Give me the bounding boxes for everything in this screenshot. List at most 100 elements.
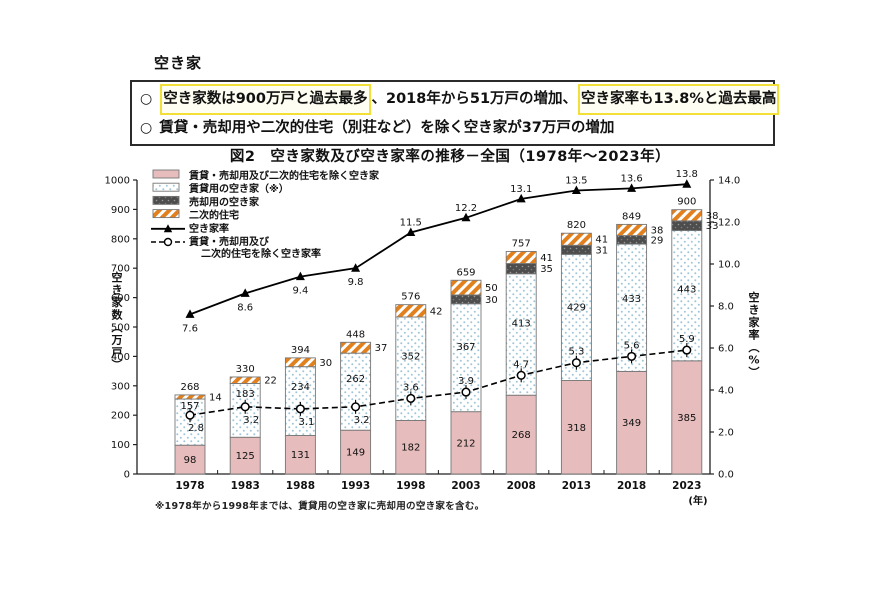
svg-text:1993: 1993: [341, 480, 370, 492]
svg-text:12.2: 12.2: [455, 203, 477, 214]
svg-text:14.0: 14.0: [718, 176, 740, 187]
bar-1993: 149 262 37 448: [340, 329, 388, 475]
circle-marker: [461, 387, 471, 397]
svg-text:200: 200: [111, 411, 130, 422]
svg-text:268: 268: [512, 430, 531, 441]
summary-bullet-1: ○ 空き家数は900万戸と過去最多 、2018年から51万戸の増加、 空き家率も…: [137, 84, 780, 115]
y-axis-right: 0.0 2.0 4.0 6.0 8.0 10.0 12.0 14.0: [710, 176, 740, 481]
bar-segment-dark: [560, 244, 592, 255]
legend-label: 二次的住宅を除く空き家率: [201, 247, 321, 260]
bar-segment-hatch: [174, 394, 206, 400]
figure-caption: 図2 空き家数及び空き家率の推移－全国（1978年～2023年）: [229, 149, 671, 165]
bar-segment-dark: [616, 235, 648, 245]
bar-segment-pink: [395, 420, 427, 475]
right-axis-title: 空き家率︵% ︶: [748, 290, 761, 379]
svg-text:757: 757: [512, 238, 531, 249]
svg-text:50: 50: [485, 283, 498, 294]
svg-text:400: 400: [111, 352, 130, 363]
bar-segment-hatch: [340, 341, 372, 354]
svg-text:13.5: 13.5: [565, 176, 587, 187]
svg-text:33: 33: [706, 221, 719, 232]
bar-1988: 131 234 30 394: [284, 345, 332, 475]
svg-text:38: 38: [706, 211, 719, 222]
bar-segment-pink: [560, 380, 592, 475]
svg-text:318: 318: [567, 423, 586, 434]
svg-text:37: 37: [375, 343, 388, 354]
svg-text:849: 849: [622, 211, 641, 222]
svg-text:385: 385: [677, 413, 696, 424]
svg-text:413: 413: [512, 319, 531, 330]
chart-legend: 賃貸・売却用及び二次的住宅を除く空き家賃貸用の空き家（※）売却用の空き家二次的住…: [151, 169, 380, 260]
svg-text:13.6: 13.6: [620, 173, 642, 184]
svg-text:2003: 2003: [451, 480, 480, 492]
bar-segment-hatch: [560, 232, 592, 246]
circle-marker: [185, 410, 195, 420]
legend-label: 賃貸用の空き家（※）: [188, 182, 289, 195]
svg-text:429: 429: [567, 303, 586, 314]
bullet-text: 、2018年から51万戸の増加、: [371, 91, 578, 107]
svg-text:352: 352: [401, 352, 420, 363]
svg-text:500: 500: [111, 323, 130, 334]
svg-text:3.6: 3.6: [403, 382, 419, 393]
vacancy-houses-chart: 0 100 200 300 400 500 600 700 800 900 1000 0.0 2.0 4.…: [105, 169, 761, 507]
triangle-marker: [571, 185, 581, 194]
svg-text:1988: 1988: [286, 480, 315, 492]
svg-text:659: 659: [456, 267, 475, 278]
svg-text:262: 262: [346, 374, 365, 385]
svg-text:125: 125: [236, 451, 255, 462]
svg-text:576: 576: [401, 292, 420, 303]
bar-1983: 125 183 22 330: [229, 364, 277, 475]
triangle-marker: [185, 309, 195, 318]
svg-text:0: 0: [124, 470, 130, 481]
svg-text:13.1: 13.1: [510, 184, 532, 195]
svg-text:13.8: 13.8: [676, 169, 698, 180]
page-title: 空き家: [154, 54, 203, 72]
svg-text:3.1: 3.1: [298, 417, 314, 428]
triangle-marker: [295, 271, 305, 281]
bullet-marker: ○: [140, 120, 153, 136]
svg-text:8.0: 8.0: [718, 302, 734, 313]
svg-text:0.0: 0.0: [718, 470, 734, 481]
svg-text:2.8: 2.8: [188, 423, 204, 434]
svg-text:394: 394: [291, 345, 310, 356]
highlighted-text: 空き家率も13.8%と過去最高: [578, 84, 780, 115]
svg-text:443: 443: [677, 284, 696, 295]
svg-text:10.0: 10.0: [718, 260, 740, 271]
svg-text:3.2: 3.2: [243, 415, 259, 426]
svg-text:4.7: 4.7: [513, 359, 529, 370]
bar-segment-hatch: [229, 376, 261, 384]
circle-marker: [351, 402, 361, 412]
svg-text:41: 41: [595, 235, 608, 246]
svg-text:38: 38: [651, 225, 664, 236]
triangle-marker: [461, 212, 471, 222]
svg-text:3.9: 3.9: [458, 376, 474, 387]
svg-text:900: 900: [677, 197, 696, 208]
svg-text:35: 35: [540, 264, 553, 275]
chart-footnote: ※1978年から1998年までは、賃貸用の空き家に売却用の空き家を含む。: [155, 501, 485, 512]
svg-text:14: 14: [209, 392, 222, 403]
svg-text:131: 131: [291, 450, 310, 461]
bar-segment-hatch: [284, 357, 316, 368]
svg-text:820: 820: [567, 220, 586, 231]
svg-text:12.0: 12.0: [718, 218, 740, 229]
svg-text:30: 30: [319, 358, 332, 369]
svg-text:5.3: 5.3: [568, 347, 584, 358]
bar-segment-dots: [340, 352, 372, 431]
bar-segment-dots: [671, 230, 703, 362]
bar-segment-dark: [671, 220, 703, 232]
circle-marker: [571, 358, 581, 368]
svg-text:6.0: 6.0: [718, 344, 734, 355]
summary-bullet-2: ○ 賃貸・売却用や二次的住宅（別荘など）を除く空き家が37万戸の増加: [137, 115, 768, 142]
triangle-marker: [240, 288, 250, 297]
legend-label: 空き家率: [189, 222, 229, 235]
svg-text:330: 330: [236, 364, 255, 375]
svg-text:800: 800: [111, 234, 130, 245]
legend-label: 二次的住宅: [189, 209, 239, 222]
svg-text:3.2: 3.2: [354, 415, 370, 426]
legend-label: 賃貸・売却用及び二次的住宅を除く空き家: [188, 169, 380, 182]
bar-segment-hatch: [395, 304, 427, 318]
svg-text:300: 300: [111, 381, 130, 392]
svg-text:212: 212: [456, 438, 475, 449]
